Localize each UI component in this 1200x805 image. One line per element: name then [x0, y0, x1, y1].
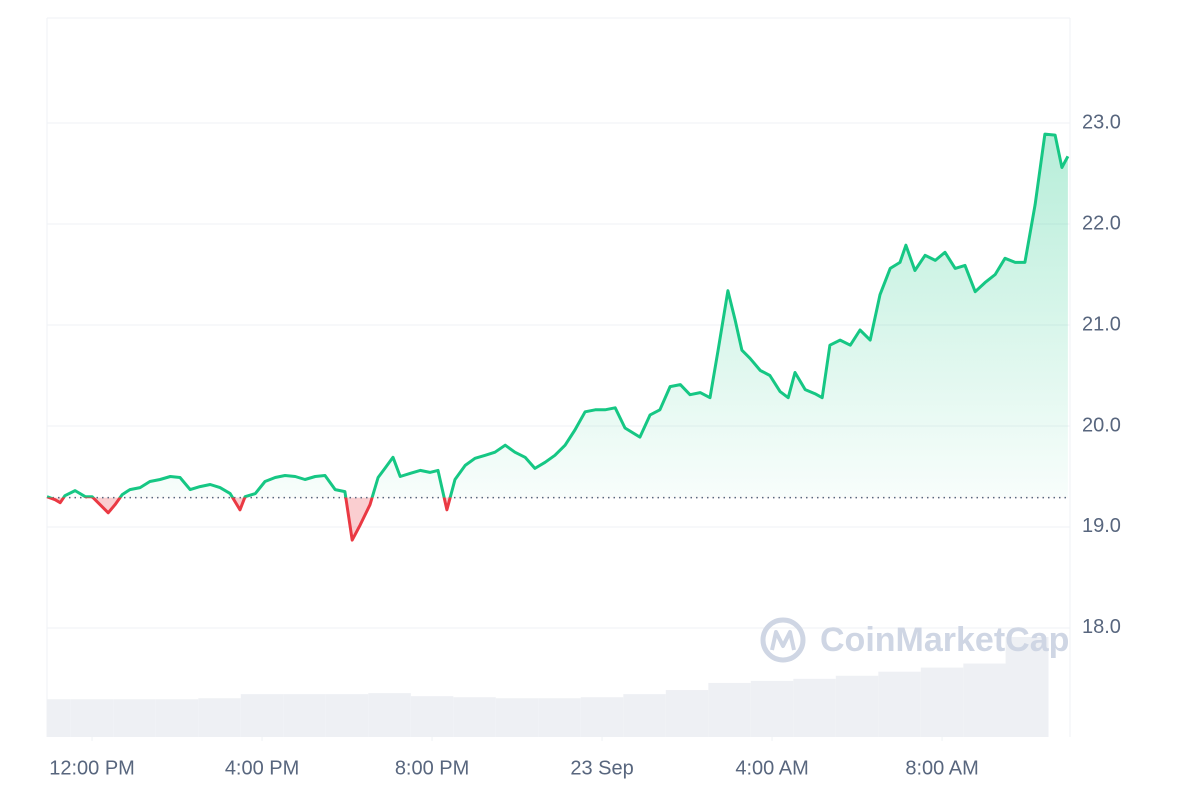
volume-bar — [113, 699, 156, 737]
x-tick-label: 12:00 PM — [49, 757, 135, 779]
x-tick-label: 8:00 PM — [395, 757, 469, 779]
x-tick-label: 4:00 PM — [225, 757, 299, 779]
volume-bar — [70, 699, 114, 737]
watermark-logo — [760, 617, 806, 663]
watermark-logo — [770, 630, 796, 651]
price-area — [47, 134, 1068, 541]
volume-bar — [453, 697, 496, 737]
x-tick-label: 4:00 AM — [735, 757, 808, 779]
volume-bar — [240, 694, 284, 737]
volume-bar — [538, 698, 581, 737]
volume-bar — [963, 663, 1006, 737]
y-tick-label: 18.0 — [1082, 616, 1121, 638]
y-tick-label: 23.0 — [1082, 111, 1121, 133]
volume-bar — [495, 698, 539, 737]
x-tick-label: 23 Sep — [570, 757, 633, 779]
y-tick-label: 21.0 — [1082, 313, 1121, 335]
volume-bar — [198, 698, 241, 737]
volume-bar — [665, 690, 709, 737]
volume-bar — [623, 694, 666, 737]
volume-bar — [155, 699, 199, 737]
volume-bar — [920, 667, 964, 737]
y-tick-label: 20.0 — [1082, 414, 1121, 436]
volume-bar — [47, 699, 71, 737]
volume-bar — [750, 680, 794, 737]
volume-bar — [793, 678, 836, 737]
volume-bar — [1005, 637, 1049, 737]
price-line — [46, 132, 1070, 542]
volume-bar — [835, 675, 879, 737]
volume-bar — [708, 682, 751, 737]
volume-bar — [325, 694, 369, 737]
volume-bar — [410, 696, 454, 737]
volume-bar — [580, 697, 624, 737]
y-tick-label: 22.0 — [1082, 212, 1121, 234]
volume-bar — [368, 693, 411, 737]
volume-bar — [283, 694, 326, 737]
x-tick-label: 8:00 AM — [905, 757, 978, 779]
volume-bar — [878, 671, 921, 737]
y-tick-label: 19.0 — [1082, 515, 1121, 537]
watermark-text: CoinMarketCap — [820, 621, 1069, 659]
watermark: CoinMarketCap — [760, 617, 1069, 663]
